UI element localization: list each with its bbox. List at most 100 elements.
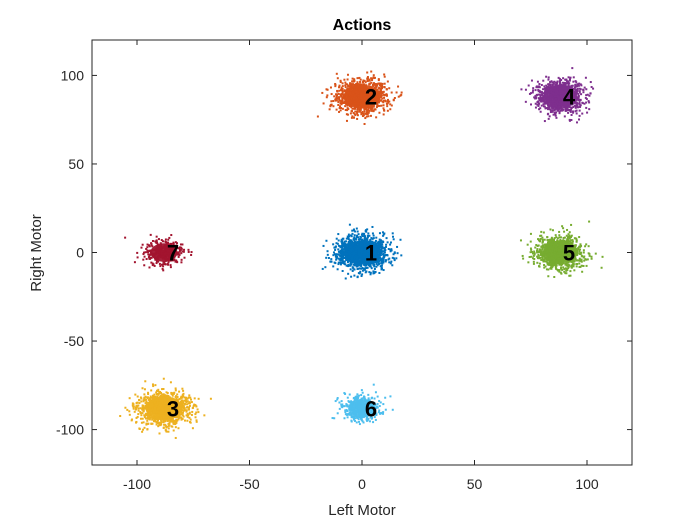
data-point <box>543 259 546 262</box>
data-point <box>553 275 556 278</box>
data-point <box>143 396 146 399</box>
data-point <box>383 109 386 112</box>
data-point <box>549 83 552 86</box>
data-point <box>358 272 361 275</box>
data-point <box>349 264 352 267</box>
data-point <box>379 92 382 95</box>
data-point <box>558 103 561 106</box>
data-point <box>142 428 145 431</box>
data-point <box>576 121 579 124</box>
data-point <box>167 406 170 409</box>
data-point <box>128 413 131 416</box>
data-point <box>155 398 158 401</box>
data-point <box>350 248 353 251</box>
data-point <box>562 77 565 80</box>
data-point <box>361 235 364 238</box>
data-point <box>164 407 167 410</box>
data-point <box>551 101 554 104</box>
data-point <box>183 396 186 399</box>
data-point <box>555 264 558 267</box>
data-point <box>171 392 174 395</box>
data-point <box>567 89 570 92</box>
data-point <box>203 414 206 417</box>
data-point <box>158 392 161 395</box>
data-point <box>160 422 163 425</box>
data-point <box>355 260 358 263</box>
data-point <box>341 243 344 246</box>
data-point <box>148 404 151 407</box>
data-point <box>342 245 345 248</box>
data-point <box>341 107 344 110</box>
data-point <box>337 263 340 266</box>
data-point <box>539 95 542 98</box>
data-point <box>363 87 366 90</box>
data-point <box>542 105 545 108</box>
data-point <box>564 78 567 81</box>
data-point <box>153 407 156 410</box>
data-point <box>350 97 353 100</box>
data-point <box>369 260 372 263</box>
data-point <box>370 70 373 73</box>
data-point <box>376 264 379 267</box>
data-point <box>566 85 569 88</box>
data-point <box>342 262 345 265</box>
data-point <box>362 239 365 242</box>
data-point <box>172 408 175 411</box>
data-point <box>541 93 544 96</box>
data-point <box>536 250 539 253</box>
data-point <box>570 92 573 95</box>
data-point <box>547 275 550 278</box>
data-point <box>344 253 347 256</box>
data-point <box>139 417 142 420</box>
data-point <box>562 95 565 98</box>
data-point <box>159 406 162 409</box>
data-point <box>553 80 556 83</box>
data-point <box>360 257 363 260</box>
data-point <box>364 251 367 254</box>
data-point <box>186 400 189 403</box>
data-point <box>353 255 356 258</box>
data-point <box>557 103 560 106</box>
data-point <box>556 102 559 105</box>
data-point <box>553 102 556 105</box>
data-point <box>324 266 327 269</box>
data-point <box>152 385 155 388</box>
data-point <box>338 86 341 89</box>
data-point <box>359 80 362 83</box>
data-point <box>150 396 153 399</box>
data-point <box>168 396 171 399</box>
data-point <box>186 397 189 400</box>
data-point <box>134 406 137 409</box>
data-point <box>189 418 192 421</box>
data-point <box>353 113 356 116</box>
data-point <box>359 261 362 264</box>
data-point <box>369 247 372 250</box>
data-point <box>386 105 389 108</box>
data-point <box>369 94 372 97</box>
data-point <box>376 95 379 98</box>
data-point <box>148 415 151 418</box>
data-point <box>555 84 558 87</box>
data-point <box>169 381 172 384</box>
data-point <box>336 255 339 258</box>
data-point <box>572 95 575 98</box>
data-point <box>380 90 383 93</box>
data-point <box>560 104 563 107</box>
data-point <box>149 416 152 419</box>
data-point <box>564 92 567 95</box>
data-point <box>344 105 347 108</box>
data-point <box>345 255 348 258</box>
data-point <box>341 237 344 240</box>
data-point <box>161 395 164 398</box>
data-point <box>343 78 346 81</box>
data-point <box>162 399 165 402</box>
data-point <box>172 398 175 401</box>
data-point <box>374 108 377 111</box>
data-point <box>350 95 353 98</box>
data-point <box>371 232 374 235</box>
data-point <box>155 411 158 414</box>
data-point <box>367 252 370 255</box>
data-point <box>161 400 164 403</box>
data-point <box>174 426 177 429</box>
data-point <box>373 92 376 95</box>
